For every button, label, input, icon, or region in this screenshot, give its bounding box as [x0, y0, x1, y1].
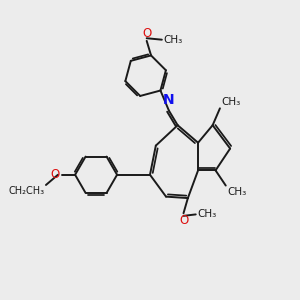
Text: N: N	[163, 93, 175, 107]
Text: O: O	[51, 168, 60, 181]
Text: CH₃: CH₃	[221, 97, 241, 107]
Text: CH₃: CH₃	[197, 209, 216, 219]
Text: CH₂CH₃: CH₂CH₃	[8, 186, 44, 197]
Text: CH₃: CH₃	[163, 35, 182, 45]
Text: CH₃: CH₃	[227, 187, 247, 197]
Text: O: O	[142, 27, 151, 40]
Text: O: O	[179, 214, 188, 227]
